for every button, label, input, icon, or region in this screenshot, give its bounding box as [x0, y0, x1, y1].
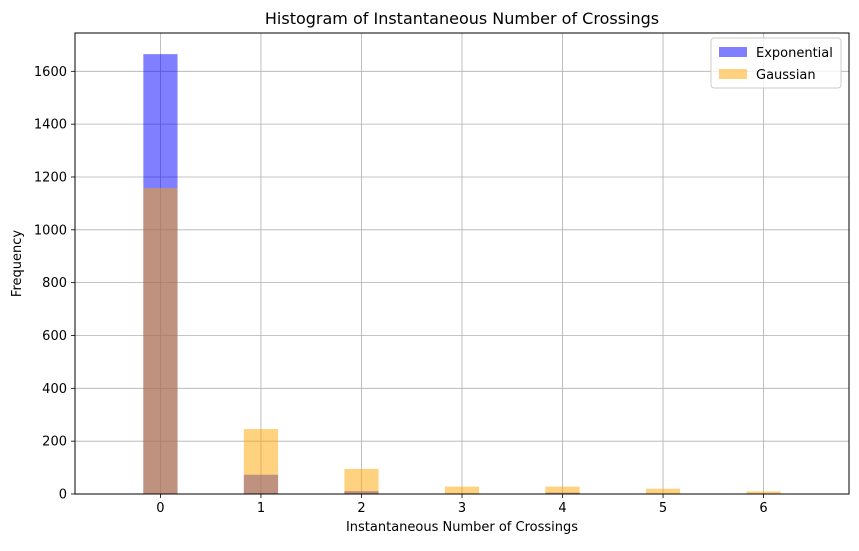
y-tick-label: 800	[42, 276, 67, 291]
y-tick-label: 1400	[34, 118, 67, 133]
x-tick-label: 5	[659, 501, 667, 516]
bar-gaussian-0	[143, 188, 177, 494]
x-tick-label: 4	[558, 501, 566, 516]
bar-gaussian-5	[646, 489, 680, 494]
chart-title: Histogram of Instantaneous Number of Cro…	[265, 9, 659, 28]
y-tick-label: 1600	[34, 65, 67, 80]
legend-label-gaussian: Gaussian	[756, 68, 816, 83]
bar-gaussian-2	[344, 469, 378, 494]
bar-gaussian-1	[244, 429, 278, 494]
legend: Exponential Gaussian	[711, 38, 841, 88]
bar-gaussian-4	[545, 487, 579, 494]
legend-label-exponential: Exponential	[756, 46, 833, 61]
x-tick-label: 2	[357, 501, 365, 516]
legend-swatch-gaussian	[719, 69, 747, 79]
x-tick-label: 1	[257, 501, 265, 516]
y-axis-label: Frequency	[10, 230, 25, 297]
y-tick-label: 200	[42, 435, 67, 450]
y-tick-label: 400	[42, 382, 67, 397]
y-tick-label: 600	[42, 329, 67, 344]
legend-swatch-exponential	[719, 47, 747, 57]
x-tick-label: 0	[156, 501, 164, 516]
y-tick-label: 1000	[34, 223, 67, 238]
x-tick-label: 3	[458, 501, 466, 516]
bar-gaussian-3	[445, 487, 479, 494]
y-tick-label: 1200	[34, 170, 67, 185]
y-tick-label: 0	[59, 488, 67, 503]
x-axis-label: Instantaneous Number of Crossings	[346, 520, 578, 535]
x-tick-label: 6	[759, 501, 767, 516]
